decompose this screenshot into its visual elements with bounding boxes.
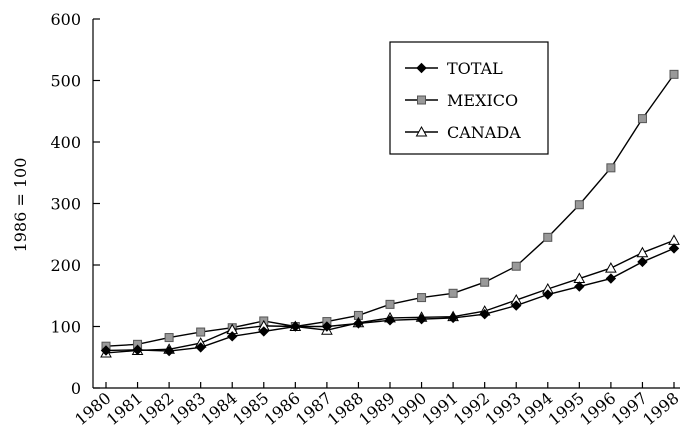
data-point — [605, 262, 617, 273]
data-point — [574, 200, 584, 210]
data-point — [448, 288, 458, 298]
data-point — [511, 261, 521, 271]
data-point — [606, 163, 616, 173]
x-tick-label: 1981 — [103, 389, 146, 430]
data-point — [511, 300, 522, 311]
legend-label: TOTAL — [447, 59, 503, 78]
y-tick-label: 200 — [50, 256, 81, 275]
y-tick-label: 300 — [50, 195, 81, 214]
data-point — [416, 62, 427, 74]
x-tick-label: 1985 — [229, 389, 272, 430]
series-group — [100, 69, 680, 358]
data-point — [195, 342, 206, 353]
data-point — [385, 299, 395, 309]
data-point — [543, 232, 553, 242]
x-ticks: 1980198119821983198419851986198719881989… — [71, 382, 683, 430]
legend-label: CANADA — [447, 123, 521, 142]
y-tick-label: 500 — [50, 72, 81, 91]
data-point — [480, 277, 490, 287]
y-tick-label: 600 — [50, 10, 81, 29]
x-tick-label: 1986 — [260, 389, 303, 430]
data-point — [258, 326, 269, 337]
data-point — [605, 273, 617, 284]
data-point — [637, 256, 648, 268]
data-point — [415, 125, 428, 137]
data-point — [163, 345, 175, 357]
series-line — [105, 247, 675, 352]
data-point — [321, 321, 333, 332]
data-point — [636, 246, 649, 258]
data-point — [227, 331, 238, 342]
data-point — [668, 243, 680, 254]
data-point — [384, 315, 396, 326]
data-point — [668, 234, 680, 245]
legend: TOTAL MEXICO CANADA — [389, 41, 549, 155]
data-point — [542, 289, 553, 300]
data-point — [637, 114, 647, 124]
series-canada — [100, 234, 680, 358]
x-tick-label: 1983 — [166, 389, 209, 430]
y-axis-label: 1986 = 100 — [11, 158, 30, 253]
x-tick-label: 1987 — [292, 389, 335, 430]
data-point — [669, 69, 679, 79]
data-point — [416, 313, 427, 325]
x-tick-label: 1993 — [481, 389, 524, 430]
x-tick-label: 1984 — [197, 389, 240, 430]
x-tick-label: 1989 — [355, 389, 398, 430]
y-tick-label: 0 — [71, 379, 81, 398]
legend-label: MEXICO — [447, 91, 518, 110]
data-point — [290, 321, 301, 332]
data-point — [479, 308, 490, 320]
x-tick-label: 1992 — [450, 389, 493, 430]
y-tick-label: 400 — [50, 133, 81, 152]
x-tick-label: 1990 — [387, 389, 430, 430]
legend-item: MEXICO — [405, 91, 518, 110]
y-tick-label: 100 — [50, 318, 81, 337]
data-point — [353, 318, 364, 329]
x-tick-label: 1988 — [324, 389, 367, 430]
series-line — [105, 239, 675, 354]
series-total — [100, 243, 680, 357]
x-tick-label: 1998 — [639, 389, 682, 430]
data-point — [417, 95, 426, 105]
data-point — [417, 293, 427, 303]
x-tick-label: 1997 — [608, 389, 651, 430]
series-mexico — [101, 69, 679, 351]
x-tick-label: 1982 — [134, 389, 177, 430]
legend-item: TOTAL — [405, 59, 503, 78]
x-tick-label: 1996 — [576, 389, 619, 430]
data-point — [132, 344, 143, 356]
y-ticks: 0 100 200 300 400 500 600 — [50, 10, 100, 398]
axes — [92, 19, 680, 389]
x-tick-label: 1991 — [418, 389, 461, 430]
data-point — [447, 312, 459, 324]
data-point — [574, 281, 585, 292]
x-tick-label: 1994 — [513, 389, 556, 430]
legend-item: CANADA — [405, 123, 521, 142]
data-point — [100, 345, 112, 356]
data-point — [196, 327, 206, 337]
x-tick-label: 1995 — [544, 389, 587, 430]
data-point — [164, 333, 174, 343]
